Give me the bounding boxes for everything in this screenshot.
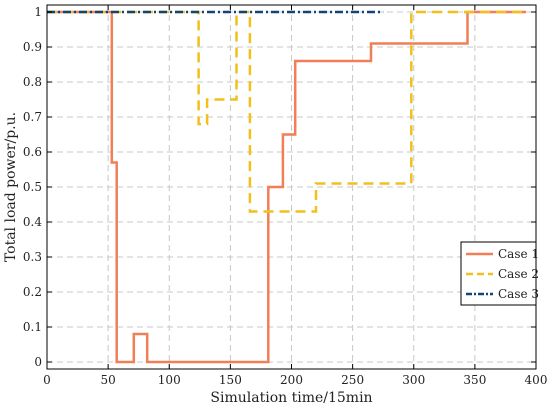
y-tick-label: 0.3	[23, 250, 42, 264]
x-tick-label: 200	[280, 373, 303, 387]
y-tick-label: 0.1	[23, 320, 42, 334]
y-tick-label: 0.2	[23, 285, 42, 299]
series-lines	[47, 10, 527, 364]
x-tick-label: 150	[219, 373, 242, 387]
legend-entry-label: Case 2	[498, 267, 539, 281]
x-tick-label: 50	[100, 373, 115, 387]
axis-ticks: 0 50 100 150 200 250 300 350 400 0 0.1 0.2 0.3 0.4 0.5…	[23, 5, 548, 387]
x-tick-label: 0	[43, 373, 51, 387]
x-tick-label: 400	[525, 373, 548, 387]
y-tick-label: 1	[34, 5, 42, 19]
y-tick-label: 0.9	[23, 40, 42, 54]
x-tick-label: 300	[402, 373, 425, 387]
series-line	[47, 10, 527, 213]
x-tick-label: 250	[341, 373, 364, 387]
y-tick-label: 0.6	[23, 145, 42, 159]
x-axis-label: Simulation time/15min	[210, 390, 372, 406]
legend-entry-label: Case 3	[498, 287, 539, 301]
legend-box	[460, 241, 537, 306]
y-tick-label: 0	[34, 355, 42, 369]
y-tick-label: 0.5	[23, 180, 42, 194]
y-tick-label: 0.8	[23, 75, 42, 89]
legend: Case 1 Case 2 Case 3	[460, 241, 539, 306]
x-tick-label: 350	[463, 373, 486, 387]
legend-entry-label: Case 1	[498, 247, 539, 261]
x-tick-label: 100	[158, 373, 181, 387]
series-line	[47, 10, 527, 364]
y-tick-label: 0.7	[23, 110, 42, 124]
y-tick-label: 0.4	[23, 215, 42, 229]
y-axis-label: Total load power/p.u.	[3, 112, 19, 262]
